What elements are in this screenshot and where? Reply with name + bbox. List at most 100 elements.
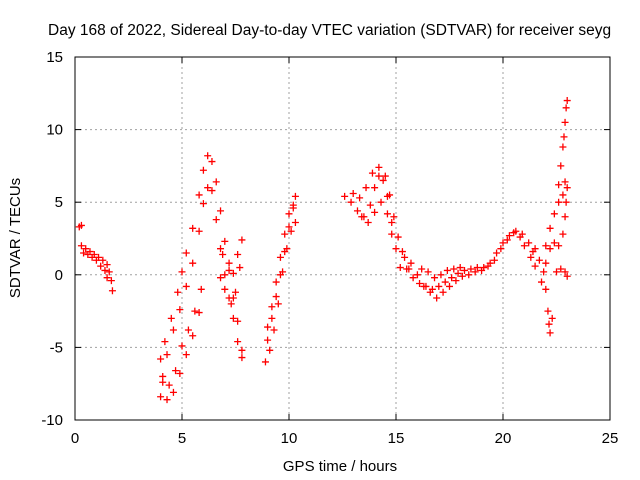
- data-point: [548, 314, 556, 322]
- data-point: [465, 271, 473, 279]
- data-point: [562, 104, 570, 112]
- data-point: [264, 336, 272, 344]
- data-point: [341, 192, 349, 200]
- data-point: [272, 293, 280, 301]
- data-point: [467, 265, 475, 273]
- x-axis-label: GPS time / hours: [283, 458, 397, 475]
- data-point: [232, 288, 239, 296]
- data-point: [197, 285, 205, 293]
- data-point: [561, 268, 569, 276]
- data-point: [281, 230, 289, 238]
- data-point: [443, 266, 451, 274]
- data-point: [227, 300, 235, 308]
- plot-area: [74, 56, 611, 421]
- data-point: [555, 198, 563, 206]
- data-point: [559, 143, 567, 151]
- data-point: [557, 162, 565, 170]
- data-point: [225, 294, 233, 302]
- data-point: [364, 219, 372, 227]
- data-point: [358, 213, 366, 221]
- data-point: [458, 272, 466, 280]
- x-tick-label: 0: [71, 430, 79, 447]
- data-point: [550, 239, 558, 247]
- data-point: [356, 194, 364, 202]
- data-point: [420, 282, 428, 290]
- x-tick-label: 10: [281, 430, 298, 447]
- data-point: [439, 288, 447, 296]
- plot-border: [74, 56, 611, 421]
- x-tick-labels: 0 5 10 15 20 25: [71, 430, 619, 447]
- y-tick-label: -5: [50, 339, 63, 356]
- data-point: [161, 338, 169, 346]
- data-point: [426, 288, 434, 296]
- data-point: [289, 204, 297, 212]
- data-point: [540, 268, 548, 276]
- data-point: [291, 192, 299, 200]
- y-tick-label: 0: [55, 267, 63, 284]
- data-point: [264, 323, 272, 331]
- data-point: [505, 232, 513, 240]
- data-point: [379, 176, 387, 184]
- data-point: [285, 223, 293, 231]
- data-point: [189, 224, 197, 232]
- data-point: [493, 249, 501, 257]
- data-point: [520, 242, 528, 250]
- x-tick-label: 15: [388, 430, 405, 447]
- data-point: [527, 253, 535, 261]
- data-point: [238, 236, 246, 244]
- y-tick-label: 15: [46, 49, 63, 66]
- data-point: [383, 210, 391, 218]
- data-point: [99, 256, 107, 264]
- data-point: [217, 245, 225, 253]
- data-point: [157, 393, 165, 401]
- data-point: [452, 277, 460, 285]
- data-point: [446, 282, 453, 290]
- data-point: [270, 326, 278, 334]
- data-point: [182, 282, 190, 290]
- data-point: [105, 268, 113, 276]
- data-point: [229, 314, 237, 322]
- data-point: [176, 306, 184, 314]
- data-point: [221, 285, 229, 293]
- data-point: [375, 163, 383, 171]
- data-point: [229, 269, 237, 277]
- data-point: [159, 378, 167, 386]
- data-point: [204, 152, 212, 160]
- data-point: [221, 271, 229, 279]
- data-point: [450, 265, 458, 273]
- data-point: [261, 358, 269, 366]
- data-point: [234, 250, 242, 258]
- data-point: [546, 329, 554, 337]
- data-point: [559, 191, 567, 199]
- data-point: [353, 207, 361, 215]
- data-point: [559, 230, 567, 238]
- data-point: [545, 320, 553, 328]
- data-point: [377, 198, 385, 206]
- data-point: [390, 213, 398, 221]
- data-point: [433, 294, 441, 302]
- data-point: [167, 314, 175, 322]
- data-point: [375, 172, 383, 180]
- data-point: [525, 239, 533, 247]
- data-point: [199, 166, 207, 174]
- y-tick-label: -10: [41, 412, 63, 429]
- data-point: [471, 268, 479, 276]
- data-point: [208, 158, 216, 166]
- data-point: [195, 309, 203, 317]
- data-point: [285, 210, 293, 218]
- data-point: [276, 253, 284, 261]
- data-point: [199, 200, 207, 208]
- data-point: [77, 242, 85, 250]
- data-point: [563, 97, 571, 105]
- data-point: [287, 227, 295, 235]
- data-point: [555, 181, 563, 189]
- data-point: [531, 245, 539, 253]
- data-point: [544, 307, 552, 315]
- data-point: [563, 184, 571, 192]
- data-point: [172, 367, 180, 375]
- x-tick-label: 20: [495, 430, 512, 447]
- data-point: [542, 259, 550, 267]
- data-point: [441, 278, 449, 286]
- data-point: [274, 300, 282, 308]
- data-point: [268, 314, 276, 322]
